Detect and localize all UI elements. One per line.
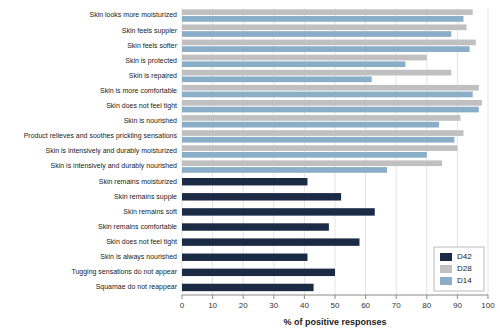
- category-label: Skin is always nourished: [100, 253, 177, 261]
- bar: [182, 55, 427, 61]
- tick-mark: [182, 295, 183, 299]
- bar: [182, 269, 335, 276]
- category-label: Skin remains comfortable: [98, 223, 177, 230]
- category-label: Squamae do not reappear: [96, 283, 178, 291]
- category-label: Skin does not feel tight: [106, 238, 177, 246]
- chart-container: 0 10 20 30 40 50 60 70 80 90 100 % of positive resp…: [0, 0, 500, 331]
- bar: [182, 284, 314, 291]
- category-label: Skin is more comfortable: [100, 87, 177, 94]
- category-label: Skin looks more moisturized: [89, 11, 177, 18]
- tick-label: 60: [361, 301, 370, 310]
- bar: [182, 100, 482, 106]
- bar: [182, 85, 479, 91]
- bar: [182, 24, 467, 30]
- tick-mark: [488, 295, 489, 299]
- tick-mark: [365, 295, 366, 299]
- grid-line: [488, 8, 489, 295]
- tick-mark: [304, 295, 305, 299]
- bar: [182, 9, 473, 15]
- category-label: Skin feels suppler: [122, 27, 178, 35]
- category-label: Skin is repaired: [129, 72, 177, 80]
- tick-mark: [335, 295, 336, 299]
- x-axis-label: % of positive responses: [283, 317, 386, 327]
- chart: 0 10 20 30 40 50 60 70 80 90 100 % of positive resp…: [0, 0, 500, 331]
- bar: [182, 208, 375, 215]
- bar: [182, 122, 439, 128]
- bar: [182, 70, 451, 76]
- bar: [182, 193, 341, 200]
- bar: [182, 223, 329, 230]
- category-label: Skin is protected: [125, 57, 177, 65]
- grid: [182, 8, 488, 295]
- bar: [182, 61, 405, 67]
- tick-label: 70: [392, 301, 401, 310]
- bar: [182, 40, 476, 46]
- bar: [182, 145, 457, 151]
- legend-label: D14: [457, 276, 472, 285]
- bar: [182, 254, 307, 261]
- category-label: Skin feels softer: [127, 42, 177, 49]
- legend-swatch: [440, 265, 452, 273]
- bar: [182, 167, 387, 173]
- tick-label: 50: [331, 301, 340, 310]
- category-label: Skin is nourished: [124, 117, 177, 124]
- tick-mark: [212, 295, 213, 299]
- legend-label: D28: [457, 264, 472, 273]
- tick-label: 20: [239, 301, 248, 310]
- bar: [182, 107, 479, 113]
- tick-mark: [426, 295, 427, 299]
- category-label: Skin is intensively and durably nourishe…: [51, 162, 178, 170]
- category-label: Product relieves and soothes prickling s…: [24, 132, 178, 140]
- bar: [182, 92, 473, 98]
- tick-label: 40: [300, 301, 309, 310]
- tick-label: 80: [422, 301, 431, 310]
- legend-box: [434, 247, 484, 291]
- legend: D42 D28 D14: [434, 247, 484, 291]
- bar: [182, 178, 307, 185]
- tick-mark: [273, 295, 274, 299]
- tick-label: 100: [481, 301, 495, 310]
- bar: [182, 76, 372, 82]
- bar: [182, 137, 454, 143]
- bar: [182, 152, 427, 158]
- category-label: Tugging sensations do not appear: [71, 268, 177, 276]
- bar: [182, 130, 464, 136]
- tick-mark: [396, 295, 397, 299]
- bar: [182, 31, 451, 37]
- tick-label: 10: [208, 301, 217, 310]
- tick-mark: [243, 295, 244, 299]
- tick-label: 30: [269, 301, 278, 310]
- category-label: Skin does not feel tight: [106, 102, 177, 110]
- tick-mark: [457, 295, 458, 299]
- bar: [182, 46, 470, 52]
- category-label: Skin is intensively and durably moisturi…: [45, 147, 177, 155]
- axis-line: [182, 295, 488, 296]
- category-label: Skin remains soft: [123, 208, 177, 215]
- tick-label: 0: [180, 301, 185, 310]
- category-label: Skin remains moisturized: [99, 178, 177, 185]
- bar: [182, 238, 359, 245]
- tick-label: 90: [453, 301, 462, 310]
- y-axis: Skin looks more moisturized Skin feels su…: [24, 11, 178, 291]
- bar: [182, 160, 442, 166]
- legend-label: D42: [457, 252, 472, 261]
- x-axis: 0 10 20 30 40 50 60 70 80 90 100: [180, 295, 495, 310]
- bar: [182, 16, 464, 22]
- legend-swatch: [440, 277, 452, 285]
- category-label: Skin remains supple: [114, 193, 177, 201]
- legend-swatch: [440, 253, 452, 261]
- bar: [182, 115, 460, 121]
